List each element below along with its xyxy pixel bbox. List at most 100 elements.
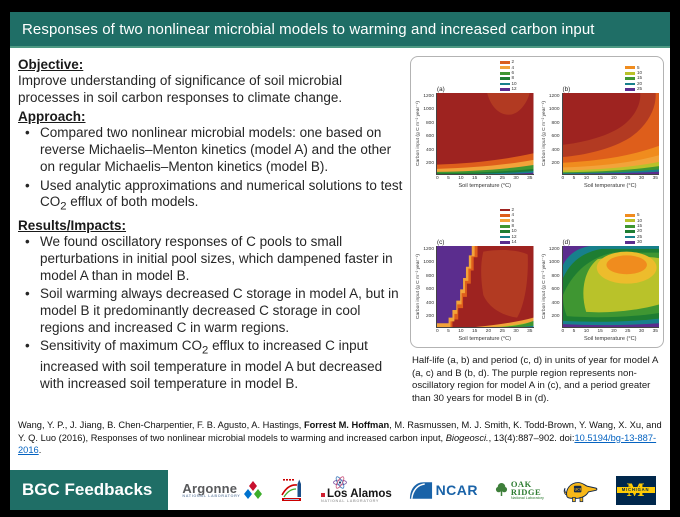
project-label: BGC Feedbacks [10, 470, 168, 510]
x-axis-ticks: 0 5 10 15 20 25 30 35 [436, 175, 534, 183]
y-tick-label: 600 [551, 134, 560, 140]
figure-column: 2 4 6 8 10 12 Carbon input (g C m⁻² year⁻¹) 1… [410, 56, 664, 416]
y-tick-label: 1000 [548, 260, 560, 266]
legend-value: 4 [511, 64, 515, 70]
legend-swatch-icon [499, 71, 510, 75]
legend-swatch-icon [625, 71, 635, 75]
contour-plot-d [561, 246, 659, 328]
x-tick-label: 0 [561, 176, 565, 181]
legend-value: 25 [637, 86, 643, 92]
legend-swatch-icon [625, 87, 635, 91]
legend-swatch-icon [625, 214, 635, 217]
x-tick-label: 25 [625, 176, 631, 181]
title-bar: Responses of two nonlinear microbial mod… [10, 12, 670, 48]
y-tick-label: 1200 [423, 94, 434, 99]
legend-swatch-icon [499, 230, 510, 233]
legend-swatch-icon [625, 240, 635, 244]
y-tick-label: 1200 [548, 94, 560, 99]
tree-icon [495, 483, 507, 497]
x-tick-label: 20 [611, 176, 617, 181]
legend-swatch-icon [499, 224, 510, 228]
doi-link[interactable]: 10.5194/bg-13-887-2016 [18, 432, 657, 456]
legend-swatch-icon [625, 224, 635, 228]
x-axis-ticks: 0 5 10 15 20 25 30 35 [562, 175, 660, 183]
legend-value: 6 [511, 217, 515, 223]
y-axis-label: Carbon input (g C m⁻² year⁻¹) [416, 101, 421, 167]
panel-label: (d) [562, 239, 571, 246]
argonne-logo: Argonne NATIONAL LABORATORY [182, 481, 263, 499]
y-tick-label: 800 [425, 120, 434, 126]
panel-label: (a) [437, 86, 445, 93]
x-tick-label: 15 [472, 329, 478, 334]
legend-value: 15 [637, 222, 643, 228]
objective-heading: Objective: [18, 57, 84, 72]
legend-swatch-icon [625, 230, 635, 233]
legend-swatch-icon [499, 235, 510, 239]
legend-swatch-icon [625, 66, 635, 70]
x-tick-label: 25 [499, 329, 505, 334]
y-tick-label: 1200 [423, 247, 434, 252]
legend-row: 15 [625, 76, 642, 81]
contour-c-icon [437, 246, 534, 327]
y-tick-label: 200 [425, 313, 434, 319]
anteater-mascot-icon: UCI [563, 482, 598, 503]
x-axis-label: Soil temperature (°C) [458, 183, 512, 189]
x-tick-label: 0 [561, 329, 565, 334]
legend-row: 5 [625, 64, 640, 71]
panel-label: (c) [437, 239, 445, 246]
contour-b-icon [562, 93, 659, 174]
panel-b-legend: 5 10 15 20 25 [625, 62, 659, 93]
x-tick-label: 10 [458, 329, 464, 334]
results-heading: Results/Impacts: [18, 218, 127, 234]
logo-strip: Argonne NATIONAL LABORATORY [168, 470, 670, 510]
legend-value: 30 [637, 239, 643, 245]
results-list: We found oscillatory responses of C pool… [18, 234, 404, 393]
y-tick-label: 800 [551, 120, 560, 126]
x-tick-label: 25 [625, 329, 631, 334]
x-tick-label: 5 [572, 329, 576, 334]
figure-panel-d: 5 10 15 20 25 30 Carbon input (g C m⁻² year⁻¹… [541, 212, 659, 345]
legend-row: 14 [499, 239, 517, 245]
x-tick-label: 20 [611, 329, 617, 334]
x-axis-ticks: 0 5 10 15 20 25 30 35 [436, 328, 534, 336]
legend-value: 5 [637, 212, 640, 218]
y-axis-ticks: 1200 1000 800 600 400 200 [549, 246, 562, 328]
x-tick-label: 30 [638, 176, 645, 181]
y-tick-label: 400 [425, 147, 434, 153]
figure-panel-b: 5 10 15 20 25 Carbon input (g C m⁻² year⁻¹) … [541, 62, 660, 192]
y-tick-label: 600 [425, 287, 434, 293]
legend-value: 5 [637, 64, 640, 70]
legend-swatch-icon [625, 235, 635, 239]
x-tick-label: 15 [597, 176, 603, 181]
argonne-subtext: NATIONAL LABORATORY [182, 493, 241, 498]
x-tick-label: 35 [652, 329, 658, 334]
figure-panel-c: 2 4 6 8 10 12 14 Carbon input (g C m⁻² year⁻¹)… [415, 207, 534, 345]
oak-ridge-subtext: National Laboratory [510, 495, 544, 500]
legend-row: 2 [499, 207, 514, 213]
legend-swatch-icon [625, 82, 635, 86]
legend-value: 2 [511, 59, 515, 65]
y-tick-label: 400 [551, 147, 560, 153]
legend-swatch-icon [499, 82, 510, 86]
x-tick-label: 15 [597, 329, 603, 334]
approach-list: Compared two nonlinear microbial models:… [18, 125, 404, 215]
legend-value: 12 [511, 233, 517, 239]
legend-row: 4 [499, 213, 514, 218]
legend-row: 6 [499, 217, 515, 224]
legend-row: 10 [499, 229, 517, 234]
y-tick-label: 200 [425, 160, 434, 166]
legend-value: 25 [637, 233, 643, 239]
y-tick-label: 400 [425, 300, 434, 306]
los-alamos-wordmark: Los Alamos [327, 487, 392, 500]
y-tick-label: 200 [551, 313, 560, 319]
legend-value: 6 [511, 69, 515, 75]
berkeley-lab-campanile-icon [281, 479, 302, 501]
footer: BGC Feedbacks Argonne NATIONAL LABORATOR… [10, 470, 670, 510]
los-alamos-logo: Los Alamos NATIONAL LABORATORY [321, 476, 392, 504]
y-tick-label: 600 [551, 287, 560, 293]
legend-value: 20 [637, 80, 643, 86]
legend-swatch-icon [499, 61, 510, 64]
x-tick-label: 35 [527, 176, 533, 181]
legend-row: 25 [625, 233, 643, 240]
ncar-logo: NCAR [409, 481, 478, 500]
